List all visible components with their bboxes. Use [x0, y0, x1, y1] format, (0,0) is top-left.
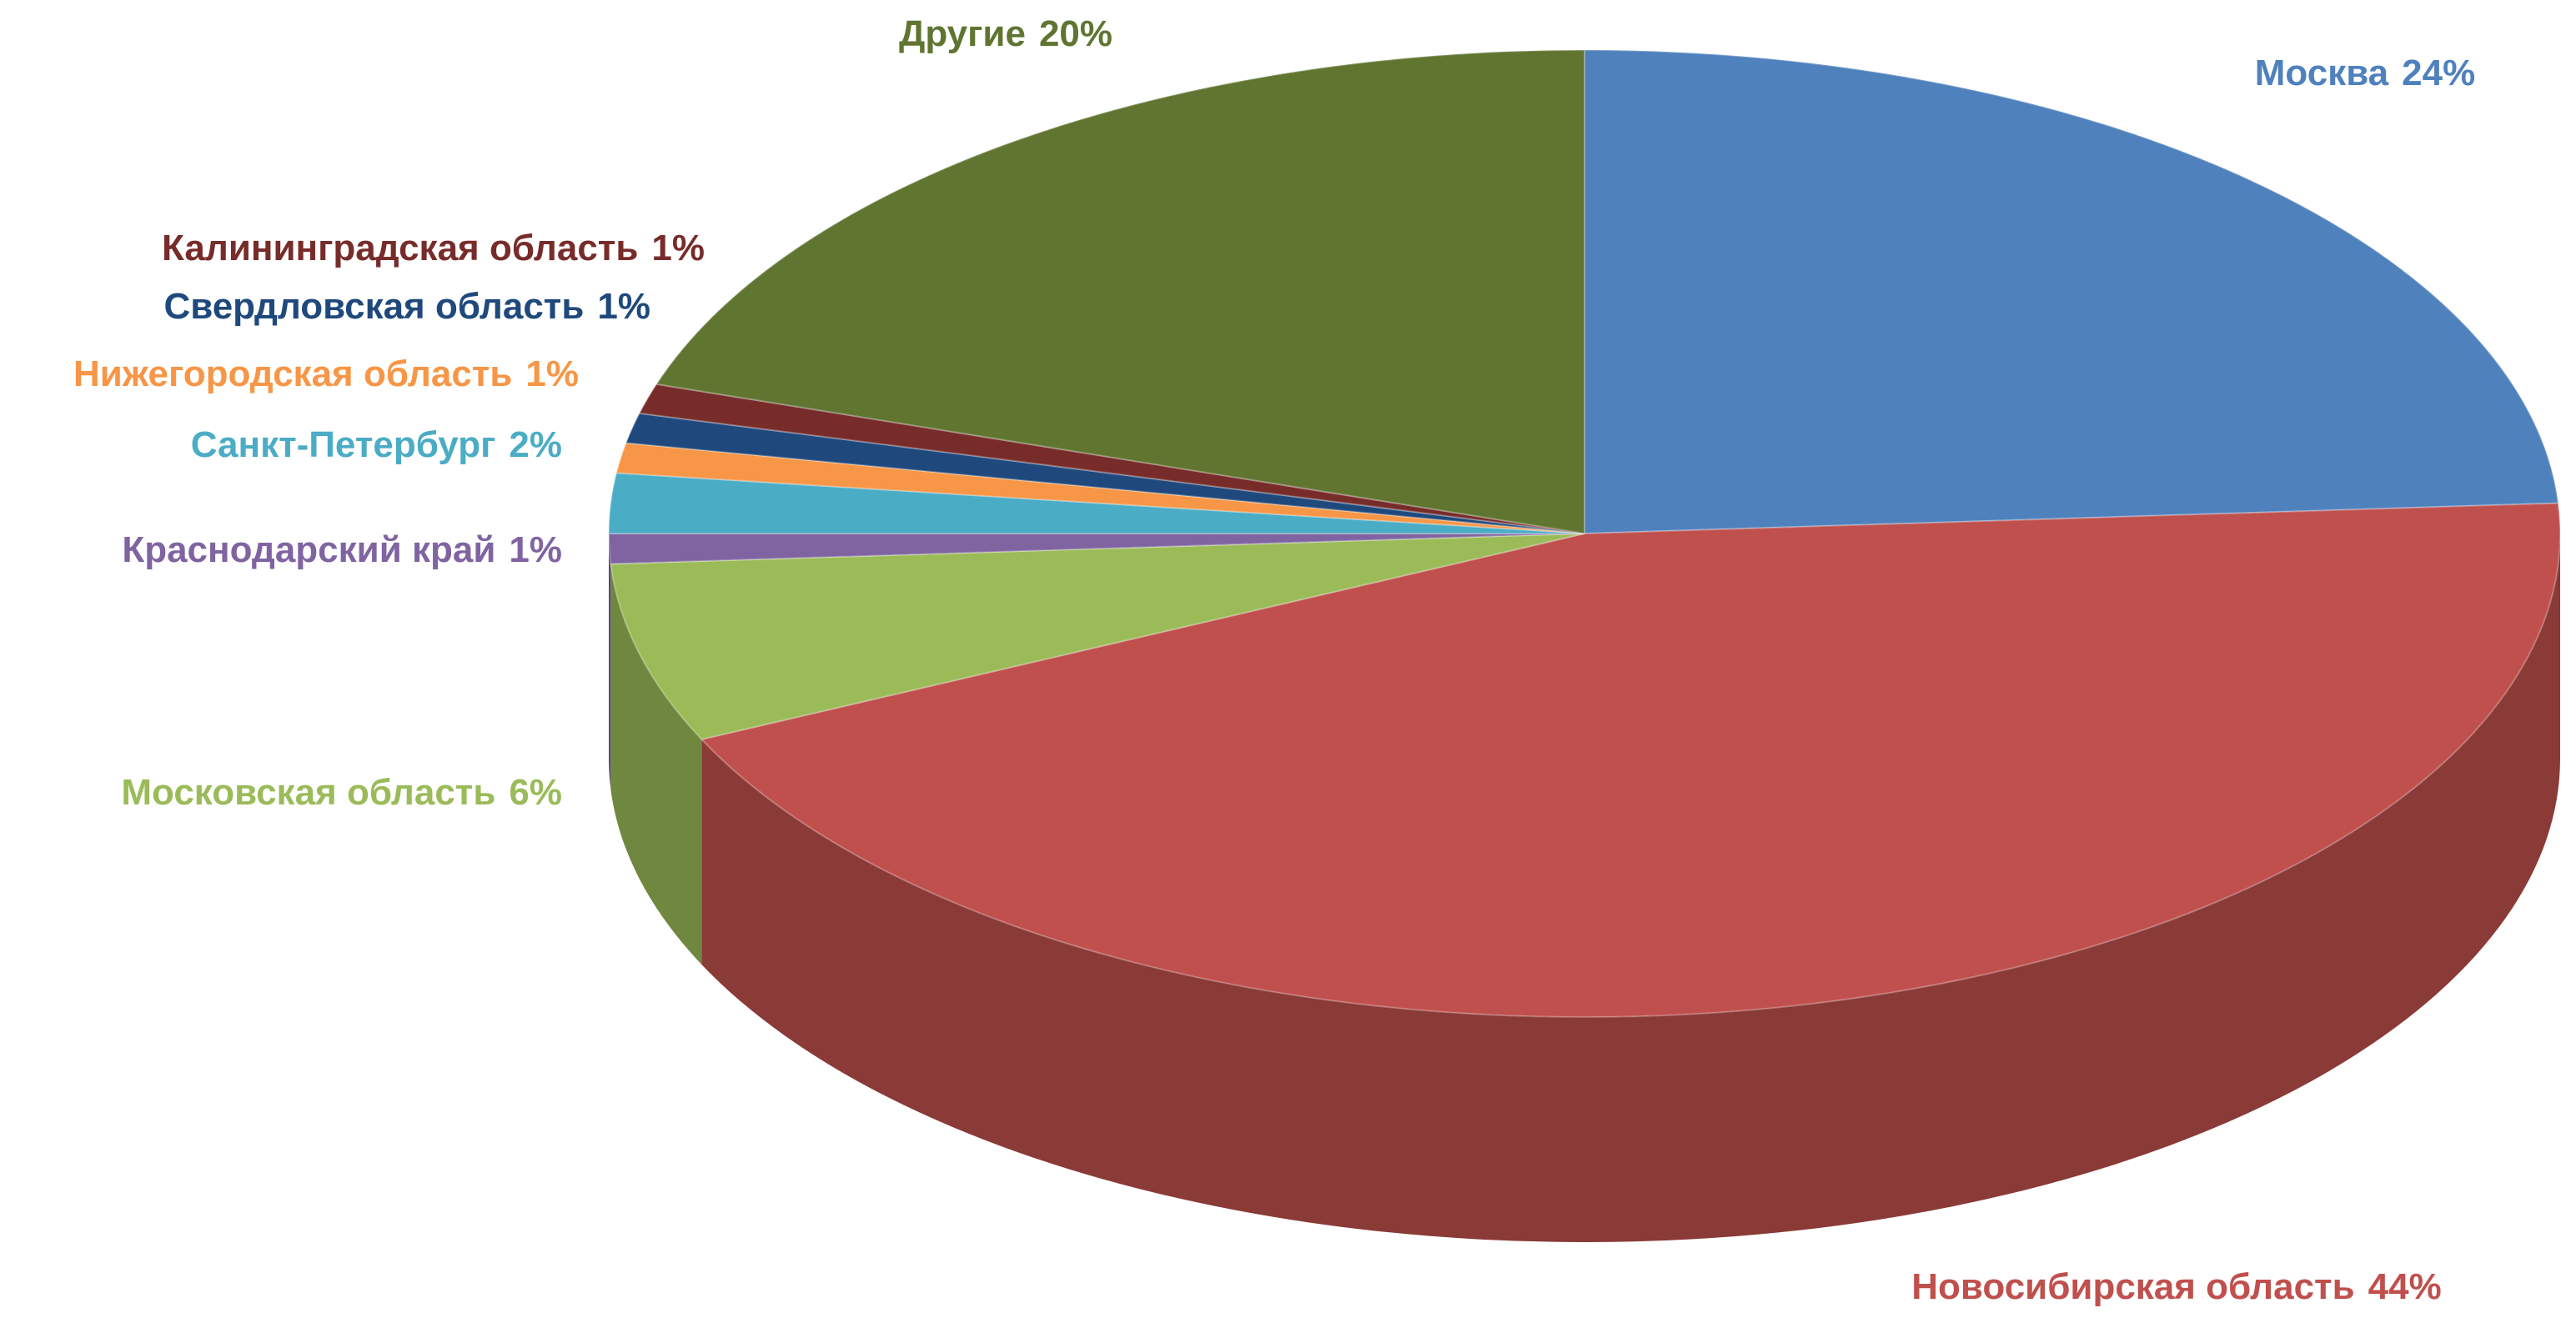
value-label: 2%	[509, 424, 562, 465]
slice	[625, 412, 1585, 534]
value-label: 20%	[1039, 13, 1112, 54]
slice	[700, 502, 2561, 1018]
category-name: Новосибирская область	[1911, 1266, 2354, 1307]
slice-side	[610, 564, 702, 965]
value-label: 1%	[651, 228, 705, 268]
data-label: Краснодарский край 1%	[122, 529, 562, 570]
data-label: Санкт-Петербург 2%	[191, 424, 562, 465]
slice-side	[609, 534, 611, 789]
data-label: Свердловская область 1%	[163, 286, 650, 327]
category-name: Московская область	[121, 772, 495, 813]
value-label: 6%	[509, 772, 562, 813]
category-name: Москва	[2255, 53, 2389, 93]
value-label: 1%	[509, 529, 562, 570]
data-label: Москва 24%	[2255, 53, 2475, 93]
category-name: Краснодарский край	[122, 529, 495, 570]
slice	[1584, 48, 2559, 535]
data-label: Калининградская область 1%	[162, 228, 705, 268]
slice	[615, 442, 1585, 534]
data-label: Другие 20%	[899, 13, 1112, 54]
slice	[607, 472, 1585, 534]
data-label: Московская область 6%	[121, 772, 562, 813]
value-label: 24%	[2402, 53, 2475, 93]
slice	[638, 383, 1585, 534]
category-name: Калининградская область	[162, 228, 638, 268]
slice	[607, 533, 1585, 565]
value-label: 1%	[525, 353, 579, 394]
category-name: Нижегородская область	[73, 353, 512, 394]
slice-side	[701, 534, 2561, 1242]
value-label: 1%	[597, 286, 650, 327]
category-name: Другие	[899, 13, 1026, 54]
value-label: 44%	[2368, 1266, 2442, 1307]
data-label: Новосибирская область 44%	[1911, 1266, 2441, 1307]
slice	[610, 533, 1585, 741]
category-name: Свердловская область	[163, 286, 584, 327]
data-label: Нижегородская область 1%	[73, 353, 579, 394]
category-name: Санкт-Петербург	[191, 424, 496, 465]
slice	[655, 48, 1585, 535]
